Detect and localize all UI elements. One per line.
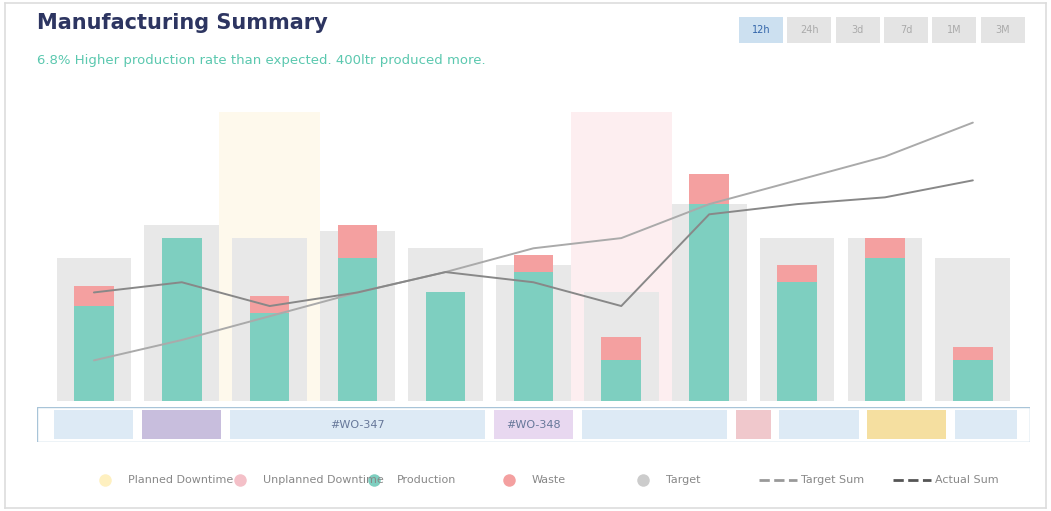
- Text: 3d: 3d: [851, 25, 864, 35]
- Bar: [581, 410, 726, 439]
- Text: 24h: 24h: [800, 25, 819, 35]
- Bar: [955, 410, 1016, 439]
- Bar: [865, 259, 905, 401]
- Bar: [232, 238, 307, 401]
- Bar: [601, 360, 641, 401]
- Bar: [847, 238, 923, 401]
- Bar: [778, 282, 817, 401]
- Text: Production: Production: [397, 475, 456, 485]
- Bar: [144, 224, 220, 401]
- Bar: [865, 238, 905, 259]
- Text: 12h: 12h: [751, 25, 770, 35]
- Text: 3M: 3M: [995, 25, 1010, 35]
- Bar: [55, 410, 133, 439]
- Bar: [337, 259, 377, 401]
- Bar: [780, 410, 859, 439]
- Text: Target Sum: Target Sum: [801, 475, 864, 485]
- Bar: [760, 238, 834, 401]
- Bar: [935, 259, 1010, 401]
- Text: 6.8% Higher production rate than expected. 400ltr produced more.: 6.8% Higher production rate than expecte…: [37, 54, 486, 66]
- Text: Planned Downtime: Planned Downtime: [128, 475, 233, 485]
- Text: Target: Target: [666, 475, 701, 485]
- Bar: [75, 306, 114, 401]
- Bar: [689, 204, 729, 401]
- Text: Waste: Waste: [532, 475, 565, 485]
- Bar: [142, 410, 222, 439]
- Bar: [220, 112, 321, 401]
- Bar: [867, 410, 947, 439]
- Bar: [496, 265, 571, 401]
- Bar: [57, 259, 131, 401]
- Text: 1M: 1M: [947, 25, 962, 35]
- Text: 7d: 7d: [900, 25, 912, 35]
- Bar: [571, 112, 672, 401]
- Bar: [230, 410, 486, 439]
- Bar: [584, 292, 659, 401]
- Bar: [75, 286, 114, 306]
- Bar: [162, 238, 202, 401]
- Text: Actual Sum: Actual Sum: [935, 475, 1000, 485]
- Bar: [337, 224, 377, 259]
- Bar: [514, 272, 553, 401]
- Bar: [321, 231, 395, 401]
- Text: Unplanned Downtime: Unplanned Downtime: [263, 475, 384, 485]
- Bar: [250, 313, 289, 401]
- Text: #WO-347: #WO-347: [330, 420, 385, 430]
- Bar: [494, 410, 573, 439]
- Bar: [250, 296, 289, 313]
- Bar: [778, 265, 817, 282]
- Bar: [953, 347, 992, 360]
- Bar: [672, 204, 746, 401]
- Bar: [736, 410, 770, 439]
- Bar: [953, 360, 992, 401]
- Bar: [601, 337, 641, 360]
- Bar: [426, 292, 466, 401]
- Bar: [689, 174, 729, 204]
- Bar: [514, 255, 553, 272]
- Text: Manufacturing Summary: Manufacturing Summary: [37, 13, 328, 33]
- Text: #WO-348: #WO-348: [507, 420, 560, 430]
- Bar: [408, 248, 482, 401]
